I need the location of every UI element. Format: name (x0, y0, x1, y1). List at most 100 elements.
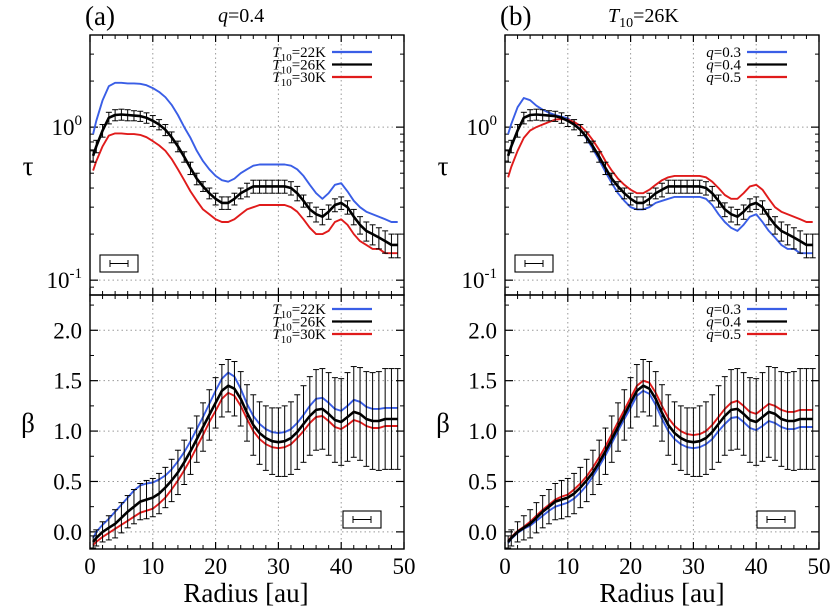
error-key-box (514, 254, 554, 273)
legend-label: q=0.5 (706, 70, 741, 86)
error-key-box (756, 510, 796, 529)
y-tick-base: 10 (462, 268, 485, 293)
plot-frame-a-beta (89, 294, 405, 550)
series-line-q=0.4 (506, 113, 813, 247)
series-line-T10=26K (91, 113, 398, 247)
error-key-box (342, 510, 382, 529)
error-bars-q=0.4 (505, 108, 816, 259)
legend-label-var: q (706, 58, 714, 74)
y-tick-label: 0.5 (468, 469, 497, 494)
legend-label-value: =26K (292, 315, 326, 331)
panel-b-title-value: =26K (633, 5, 679, 27)
y-tick-label: 2.0 (53, 318, 82, 343)
y-tick-base: 10 (47, 268, 70, 293)
panel-a-title: q=0.4 (218, 5, 264, 27)
x-tick-label: 20 (204, 554, 227, 579)
error-bars-T10=26K (90, 359, 401, 549)
y-tick-exponent: -1 (70, 266, 83, 282)
axes-b-beta: 0 10 20 30 40 50 0.0 0.5 1.0 1.5 2.0 β (436, 294, 830, 579)
legend-label-sub: 10 (281, 322, 293, 334)
series-line-q=0.5 (507, 379, 813, 542)
x-tick-label: 30 (267, 554, 290, 579)
y-tick-label: 1.0 (53, 419, 82, 444)
series-line-q=0.3 (507, 389, 813, 544)
legend-label-value: =26K (292, 58, 326, 74)
legend-label-var: q (706, 70, 714, 86)
legend-label: T10=22K (272, 45, 326, 64)
plot-frame-b-beta (504, 294, 820, 550)
legend-label-sub: 10 (281, 309, 293, 321)
panel-a-tag: (a) (85, 1, 115, 31)
series-group (90, 359, 401, 549)
x-tick-label: 50 (393, 554, 416, 579)
y-tick-exponent: 0 (490, 113, 498, 129)
legend-label-value: =0.5 (714, 327, 741, 343)
legend-label-var: T (272, 327, 282, 343)
y-axis-label: β (21, 408, 35, 438)
legend-label: q=0.3 (706, 302, 741, 318)
x-axis-label-b: Radius [au] (599, 578, 724, 608)
series-line-T10=22K (92, 371, 398, 539)
y-tick-label: 100 (52, 113, 83, 140)
x-tick-label: 0 (499, 554, 511, 579)
x-tick-label: 50 (808, 554, 830, 579)
error-bars-T10=26K (90, 108, 401, 259)
y-tick-label: 1.5 (53, 369, 82, 394)
legend-label-value: =0.3 (714, 302, 741, 318)
legend-label-sub: 10 (281, 65, 293, 77)
y-tick-label: 2.0 (468, 318, 497, 343)
legend-label-sub: 10 (281, 77, 293, 89)
legend-label: q=0.4 (706, 58, 741, 74)
legend-label: q=0.3 (706, 45, 741, 61)
y-tick-exponent: 0 (75, 113, 83, 129)
plot-frame-b-tau (504, 34, 820, 296)
legend-label-value: =22K (292, 45, 326, 61)
x-tick-label: 30 (682, 554, 705, 579)
y-tick-label: 0.0 (468, 520, 497, 545)
series-group (505, 97, 816, 259)
y-tick-exponent: -1 (485, 266, 498, 282)
x-tick-label: 20 (619, 554, 642, 579)
legend-label: q=0.5 (706, 327, 741, 343)
x-tick-label: 10 (141, 554, 164, 579)
grid-b-tau (505, 35, 819, 295)
legend-label-value: =30K (292, 327, 326, 343)
y-axis-label: β (436, 408, 450, 438)
y-tick-label: 10-1 (462, 266, 498, 293)
panel-b-title: T10=26K (608, 5, 679, 31)
y-tick-label: 1.0 (468, 419, 497, 444)
legend-label: T10=26K (272, 58, 326, 77)
legend-label-var: q (706, 302, 714, 318)
legend-label-value: =0.4 (714, 58, 742, 74)
legend-label-sub: 10 (281, 52, 293, 64)
x-axis-label-a: Radius [au] (183, 578, 308, 608)
legend-b-beta: q=0.3q=0.4q=0.5 (706, 302, 787, 343)
legend-label: q=0.4 (706, 315, 741, 331)
axes-a-beta: 0 10 20 30 40 50 0.0 0.5 1.0 1.5 2.0 β (21, 294, 416, 579)
error-key-box (99, 254, 139, 273)
series-group (90, 81, 401, 259)
legend-label: T10=22K (272, 302, 326, 321)
legend-label-value: =0.5 (714, 70, 741, 86)
legend-label-var: T (272, 302, 282, 318)
legend-label-var: T (272, 315, 282, 331)
series-line-q=0.5 (507, 118, 813, 223)
panel-b-title-var: T (608, 5, 621, 27)
legend-label-value: =0.4 (714, 315, 742, 331)
legend-label: T10=30K (272, 327, 326, 346)
series-line-T10=22K (92, 81, 398, 223)
panel-b-tag: (b) (500, 1, 531, 31)
y-axis-label: τ (23, 151, 34, 181)
error-bars-q=0.4 (505, 359, 816, 549)
legend-label-var: T (272, 70, 282, 86)
y-tick-label: 100 (467, 113, 498, 140)
y-tick-label: 1.5 (468, 369, 497, 394)
y-tick-base: 10 (467, 115, 490, 140)
series-line-T10=26K (92, 384, 398, 543)
